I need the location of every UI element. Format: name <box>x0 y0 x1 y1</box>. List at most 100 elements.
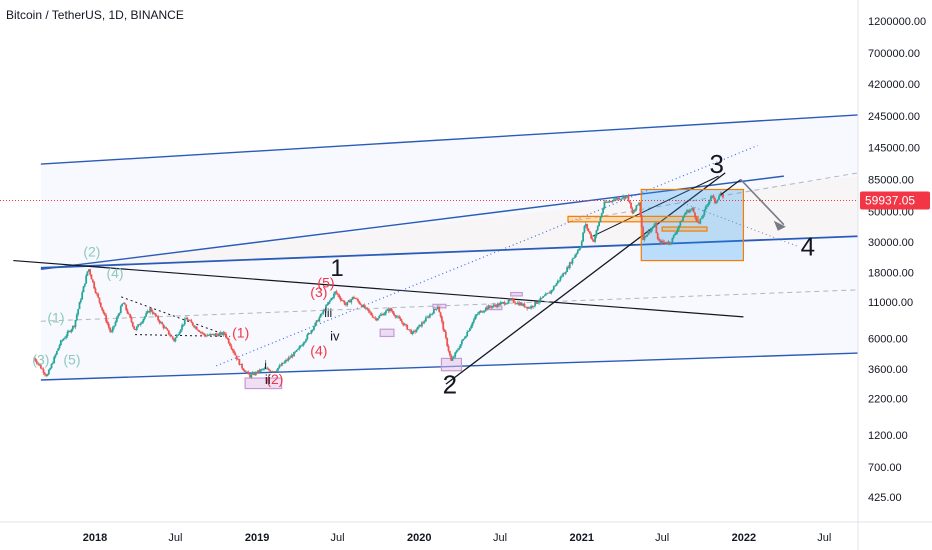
candle-body <box>222 332 225 335</box>
y-tick-label: 30000.00 <box>868 237 914 249</box>
candle-body <box>652 226 655 228</box>
candle-body <box>447 345 450 352</box>
candle-body <box>87 269 90 272</box>
candle-body <box>62 338 65 341</box>
candle-body <box>682 217 684 222</box>
candle-body <box>596 226 599 231</box>
candle-body <box>269 369 271 372</box>
candle-body <box>554 285 557 287</box>
candle-body <box>671 237 674 244</box>
candle-body <box>520 303 523 306</box>
candle-body <box>450 355 453 361</box>
candle-body <box>460 340 463 345</box>
y-tick-label: 420000.00 <box>868 79 920 91</box>
candle-body <box>496 303 499 307</box>
candle-body <box>307 332 310 335</box>
candle-body <box>536 302 539 304</box>
candle-body <box>592 239 595 242</box>
candle-body <box>390 308 393 312</box>
y-tick-label: 700.00 <box>868 462 902 474</box>
candle-body <box>318 317 321 322</box>
candle-body <box>210 334 213 335</box>
candle-body <box>218 333 221 337</box>
candle-body <box>575 253 578 256</box>
wave-label: (5) <box>317 275 334 291</box>
wave-label: (3) <box>310 284 327 300</box>
candle-body <box>158 320 161 323</box>
candle-body <box>626 195 628 197</box>
candle-body <box>684 212 687 215</box>
candle-body <box>214 333 217 336</box>
candle-body <box>687 210 690 213</box>
candle-body <box>115 317 118 322</box>
candle-body <box>446 337 449 346</box>
triangle-upper-dots <box>121 296 231 337</box>
candle-body <box>79 299 82 303</box>
candle-body <box>668 241 671 244</box>
candle-body <box>466 331 469 337</box>
candle-body <box>508 299 511 301</box>
candle-body <box>179 329 182 333</box>
candle-body <box>623 196 626 199</box>
candle-body <box>125 304 128 310</box>
candle-body <box>90 274 93 280</box>
candle-body <box>94 288 97 293</box>
candle-body <box>366 307 369 310</box>
candle-body <box>43 372 46 375</box>
candle-body <box>385 310 387 314</box>
candle-body <box>492 304 495 307</box>
candle-body <box>75 314 78 320</box>
candle-body <box>464 336 467 339</box>
pivot-box-2020-aug <box>510 291 523 297</box>
candle-body <box>631 208 634 214</box>
candle-body <box>251 372 254 375</box>
candle-body <box>382 314 385 316</box>
candle-body <box>91 279 94 283</box>
candle-body <box>97 293 100 298</box>
candle-body <box>266 368 269 370</box>
candle-body <box>258 370 261 372</box>
candle-body <box>674 233 676 236</box>
candle-body <box>639 202 642 216</box>
candle-body <box>65 336 68 338</box>
candle-body <box>278 365 281 368</box>
candle-body <box>462 339 465 341</box>
candle-body <box>586 224 588 229</box>
candle-body <box>503 302 506 305</box>
candle-body <box>107 323 110 328</box>
candle-body <box>337 293 339 296</box>
candle-body <box>588 231 591 234</box>
candle-body <box>230 345 233 349</box>
candle-body <box>327 301 330 305</box>
dotted-growth-line <box>216 144 758 367</box>
candle-body <box>55 350 58 355</box>
wave-label: 2 <box>443 369 457 399</box>
candle-body <box>618 198 620 200</box>
candle-body <box>409 329 411 331</box>
candle-body <box>430 313 433 315</box>
candle-body <box>95 292 98 294</box>
candle-body <box>411 331 414 334</box>
candle-body <box>397 316 399 318</box>
wave-label: 3 <box>710 149 724 179</box>
candle-body <box>683 214 686 218</box>
candle-body <box>221 332 223 335</box>
candle-body <box>34 358 37 362</box>
candle-body <box>651 227 654 230</box>
candle-body <box>440 316 443 322</box>
candle-body <box>662 240 664 243</box>
candle-body <box>118 313 121 316</box>
candle-body <box>598 222 600 227</box>
candle-body <box>229 343 231 346</box>
candle-body <box>427 316 430 318</box>
candle-body <box>154 313 157 316</box>
candle-body <box>175 334 178 338</box>
candle-body <box>203 333 206 336</box>
candle-body <box>257 370 259 374</box>
pivot-box-2019 <box>244 377 283 390</box>
candle-body <box>39 365 42 369</box>
candle-body <box>663 242 666 243</box>
candle-body <box>564 271 567 274</box>
candle-body <box>143 316 146 319</box>
